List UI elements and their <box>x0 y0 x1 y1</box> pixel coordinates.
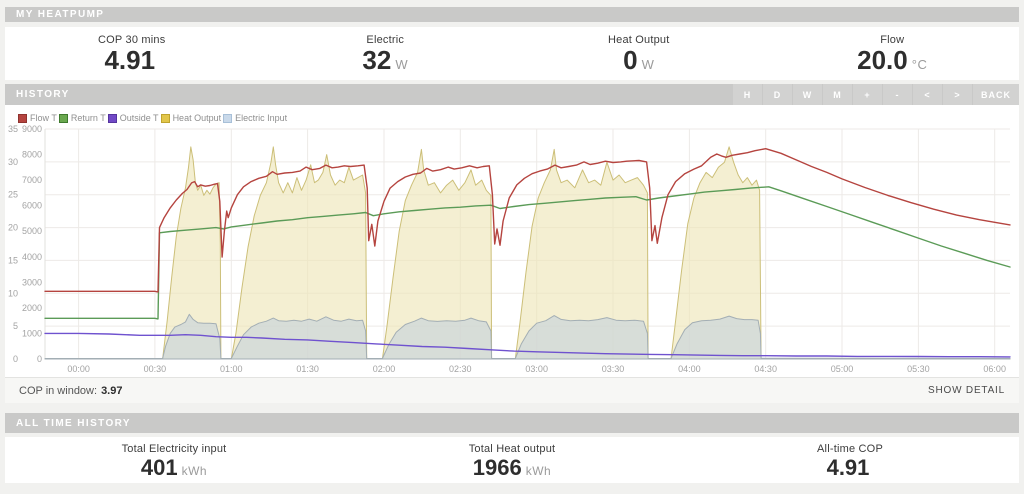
stat-flow: Flow 20.0 °C <box>766 27 1020 80</box>
range-week-button[interactable]: W <box>793 84 822 105</box>
svg-text:25: 25 <box>8 190 18 200</box>
legend-label: Heat Output <box>172 113 222 123</box>
svg-text:01:30: 01:30 <box>296 364 319 374</box>
all-time-stats-card: Total Electricity input 401 kWh Total Hea… <box>5 437 1019 483</box>
page-title: MY HEATPUMP <box>16 9 105 20</box>
stat-value: 401 <box>140 454 178 480</box>
svg-text:03:30: 03:30 <box>602 364 625 374</box>
svg-text:1000: 1000 <box>22 328 42 338</box>
svg-text:35: 35 <box>8 125 18 134</box>
range-hour-button[interactable]: H <box>733 84 762 105</box>
svg-text:03:00: 03:00 <box>525 364 548 374</box>
svg-text:05:00: 05:00 <box>831 364 854 374</box>
svg-text:9000: 9000 <box>22 125 42 134</box>
legend-item-return-t[interactable]: Return T <box>58 113 106 123</box>
svg-text:10: 10 <box>8 288 18 298</box>
zoom-in-button[interactable]: + <box>853 84 882 105</box>
stat-total-electricity: Total Electricity input 401 kWh <box>5 437 343 483</box>
svg-text:4000: 4000 <box>22 252 42 262</box>
stat-value: 4.91 <box>826 454 870 480</box>
flow-t-swatch-icon <box>18 113 27 123</box>
cop-window-text: COP in window: 3.97 <box>19 385 122 397</box>
stat-unit: kWh <box>525 463 552 478</box>
electric-input-swatch-icon <box>223 113 233 123</box>
pan-right-button[interactable]: > <box>943 84 972 105</box>
svg-text:06:00: 06:00 <box>983 364 1006 374</box>
stat-label: All-time COP <box>817 442 883 455</box>
svg-text:15: 15 <box>8 255 18 265</box>
svg-text:02:30: 02:30 <box>449 364 472 374</box>
all-time-title: ALL TIME HISTORY <box>16 417 131 429</box>
stat-electric: Electric 32 W <box>259 27 513 80</box>
legend-item-outside-t[interactable]: Outside T <box>107 113 159 123</box>
stat-unit: °C <box>911 57 928 73</box>
cop-window-label: COP in window: <box>19 384 98 397</box>
stat-label: Electric <box>366 34 405 47</box>
svg-text:02:00: 02:00 <box>373 364 396 374</box>
history-header: HISTORY H D W M + - < > BACK <box>5 84 1019 105</box>
legend-item-flow-t[interactable]: Flow T <box>18 113 57 123</box>
my-heatpump-header: MY HEATPUMP <box>5 7 1019 22</box>
stat-all-time-cop: All-time COP 4.91 <box>681 437 1019 483</box>
svg-text:0: 0 <box>37 354 42 364</box>
range-day-button[interactable]: D <box>763 84 792 105</box>
legend-item-electric-input[interactable]: Electric Input <box>223 113 287 123</box>
stat-label: Total Heat output <box>468 442 556 455</box>
stat-total-heat: Total Heat output 1966 kWh <box>343 437 681 483</box>
svg-text:04:30: 04:30 <box>754 364 777 374</box>
back-button[interactable]: BACK <box>973 84 1019 105</box>
outside-t-swatch-icon <box>107 113 117 123</box>
stat-label: Total Electricity input <box>121 442 227 455</box>
svg-text:04:00: 04:00 <box>678 364 701 374</box>
heat-output-swatch-icon <box>160 113 170 123</box>
svg-text:8000: 8000 <box>22 150 42 160</box>
all-time-history-header: ALL TIME HISTORY <box>5 413 1019 433</box>
cop-window-row: COP in window: 3.97 SHOW DETAIL <box>5 377 1019 403</box>
stat-unit: W <box>395 57 409 73</box>
history-chart: 0 5 10 15 20 25 30 35 0 1000 2000 3000 4000 5000 6000 7… <box>8 125 1011 374</box>
stat-value: 20.0 <box>857 45 908 76</box>
stat-label: COP 30 mins <box>98 34 166 47</box>
history-chart-panel: Flow T Return T Outside T Heat Output El… <box>5 105 1019 403</box>
svg-text:30: 30 <box>8 157 18 167</box>
legend-label: Outside T <box>119 113 159 123</box>
svg-text:5: 5 <box>13 321 18 331</box>
stat-label: Heat Output <box>607 34 670 47</box>
legend-label: Electric Input <box>235 113 288 123</box>
cop-window-value: 3.97 <box>101 384 123 397</box>
svg-text:5000: 5000 <box>22 226 42 236</box>
stat-value: 32 <box>362 45 392 76</box>
stat-unit: kWh <box>181 463 208 478</box>
svg-text:7000: 7000 <box>22 175 42 185</box>
return-t-swatch-icon <box>58 113 68 123</box>
stat-value: 4.91 <box>104 45 156 76</box>
stat-value: 0 <box>623 45 638 76</box>
legend-label: Return T <box>70 113 106 123</box>
svg-text:6000: 6000 <box>22 201 42 211</box>
pan-left-button[interactable]: < <box>913 84 942 105</box>
svg-text:05:30: 05:30 <box>907 364 930 374</box>
history-title: HISTORY <box>16 89 70 100</box>
svg-text:0: 0 <box>13 354 18 364</box>
svg-text:00:30: 00:30 <box>144 364 167 374</box>
current-stats-card: COP 30 mins 4.91 Electric 32 W Heat Outpu… <box>5 27 1019 80</box>
legend-item-heat-output[interactable]: Heat Output <box>160 113 222 123</box>
svg-text:2000: 2000 <box>22 303 42 313</box>
stat-value: 1966 <box>472 454 522 480</box>
stat-label: Flow <box>880 34 905 47</box>
zoom-out-button[interactable]: - <box>883 84 912 105</box>
range-month-button[interactable]: M <box>823 84 852 105</box>
stat-unit: W <box>641 57 655 73</box>
stat-cop-30mins: COP 30 mins 4.91 <box>5 27 259 80</box>
svg-text:00:00: 00:00 <box>67 364 90 374</box>
svg-text:01:00: 01:00 <box>220 364 243 374</box>
svg-text:3000: 3000 <box>22 277 42 287</box>
svg-text:20: 20 <box>8 223 18 233</box>
chart-legend: Flow T Return T Outside T Heat Output El… <box>5 109 1019 125</box>
show-detail-link[interactable]: SHOW DETAIL <box>928 385 1005 396</box>
legend-label: Flow T <box>30 113 57 123</box>
